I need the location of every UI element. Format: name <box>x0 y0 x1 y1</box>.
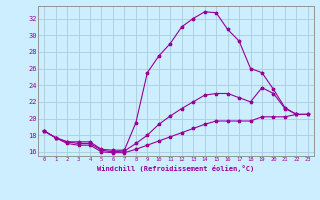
X-axis label: Windchill (Refroidissement éolien,°C): Windchill (Refroidissement éolien,°C) <box>97 165 255 172</box>
